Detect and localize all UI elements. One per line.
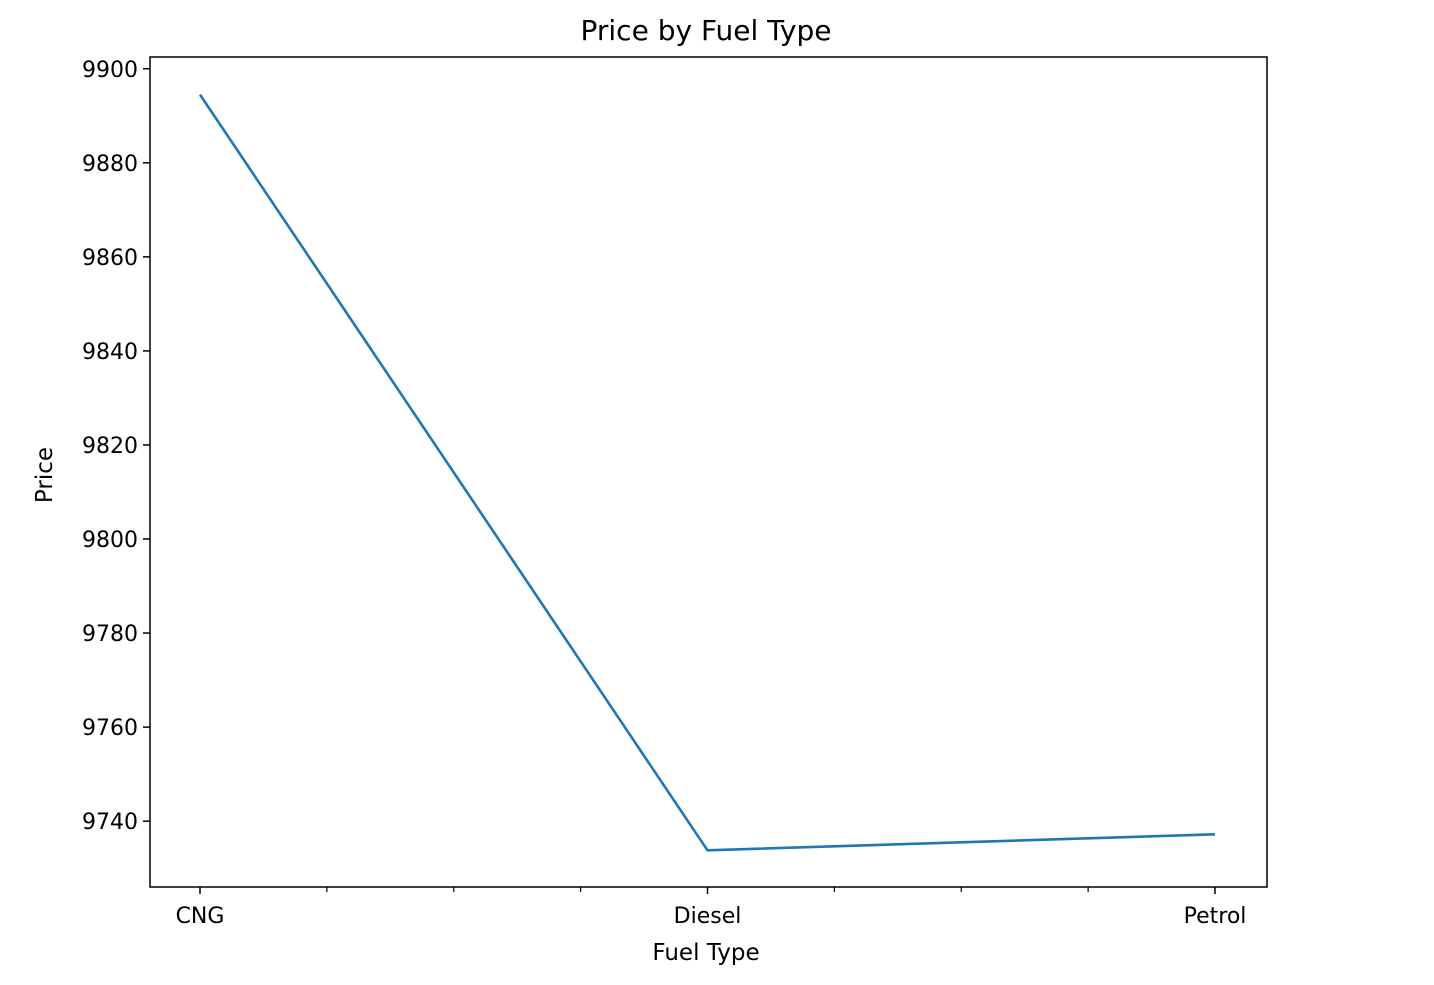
x-axis-label: Fuel Type [652, 940, 759, 966]
y-tick-label-6: 9860 [82, 246, 138, 271]
series-layer [198, 93, 1216, 852]
x-tick-label-1: Diesel [674, 904, 742, 929]
y-tick-label-1: 9760 [82, 716, 138, 741]
series-line-0 [198, 93, 1216, 852]
y-tick-label-3: 9800 [82, 528, 138, 553]
y-tick-label-4: 9820 [82, 434, 138, 459]
x-tick-label-0: CNG [176, 904, 225, 929]
y-axis: 9740 9760 9780 9800 9820 9840 9860 9880 9900 [82, 58, 150, 835]
y-tick-label-0: 9740 [82, 810, 138, 835]
y-tick-label-5: 9840 [82, 340, 138, 365]
chart-title: Price by Fuel Type [581, 14, 832, 47]
plot-area-frame [149, 56, 1268, 888]
x-tick-label-2: Petrol [1184, 904, 1247, 929]
y-tick-label-2: 9780 [82, 622, 138, 647]
y-axis-label: Price [32, 447, 58, 503]
y-tick-label-7: 9880 [82, 152, 138, 177]
y-tick-label-8: 9900 [82, 58, 138, 83]
x-axis: CNG Diesel Petrol [176, 887, 1247, 929]
